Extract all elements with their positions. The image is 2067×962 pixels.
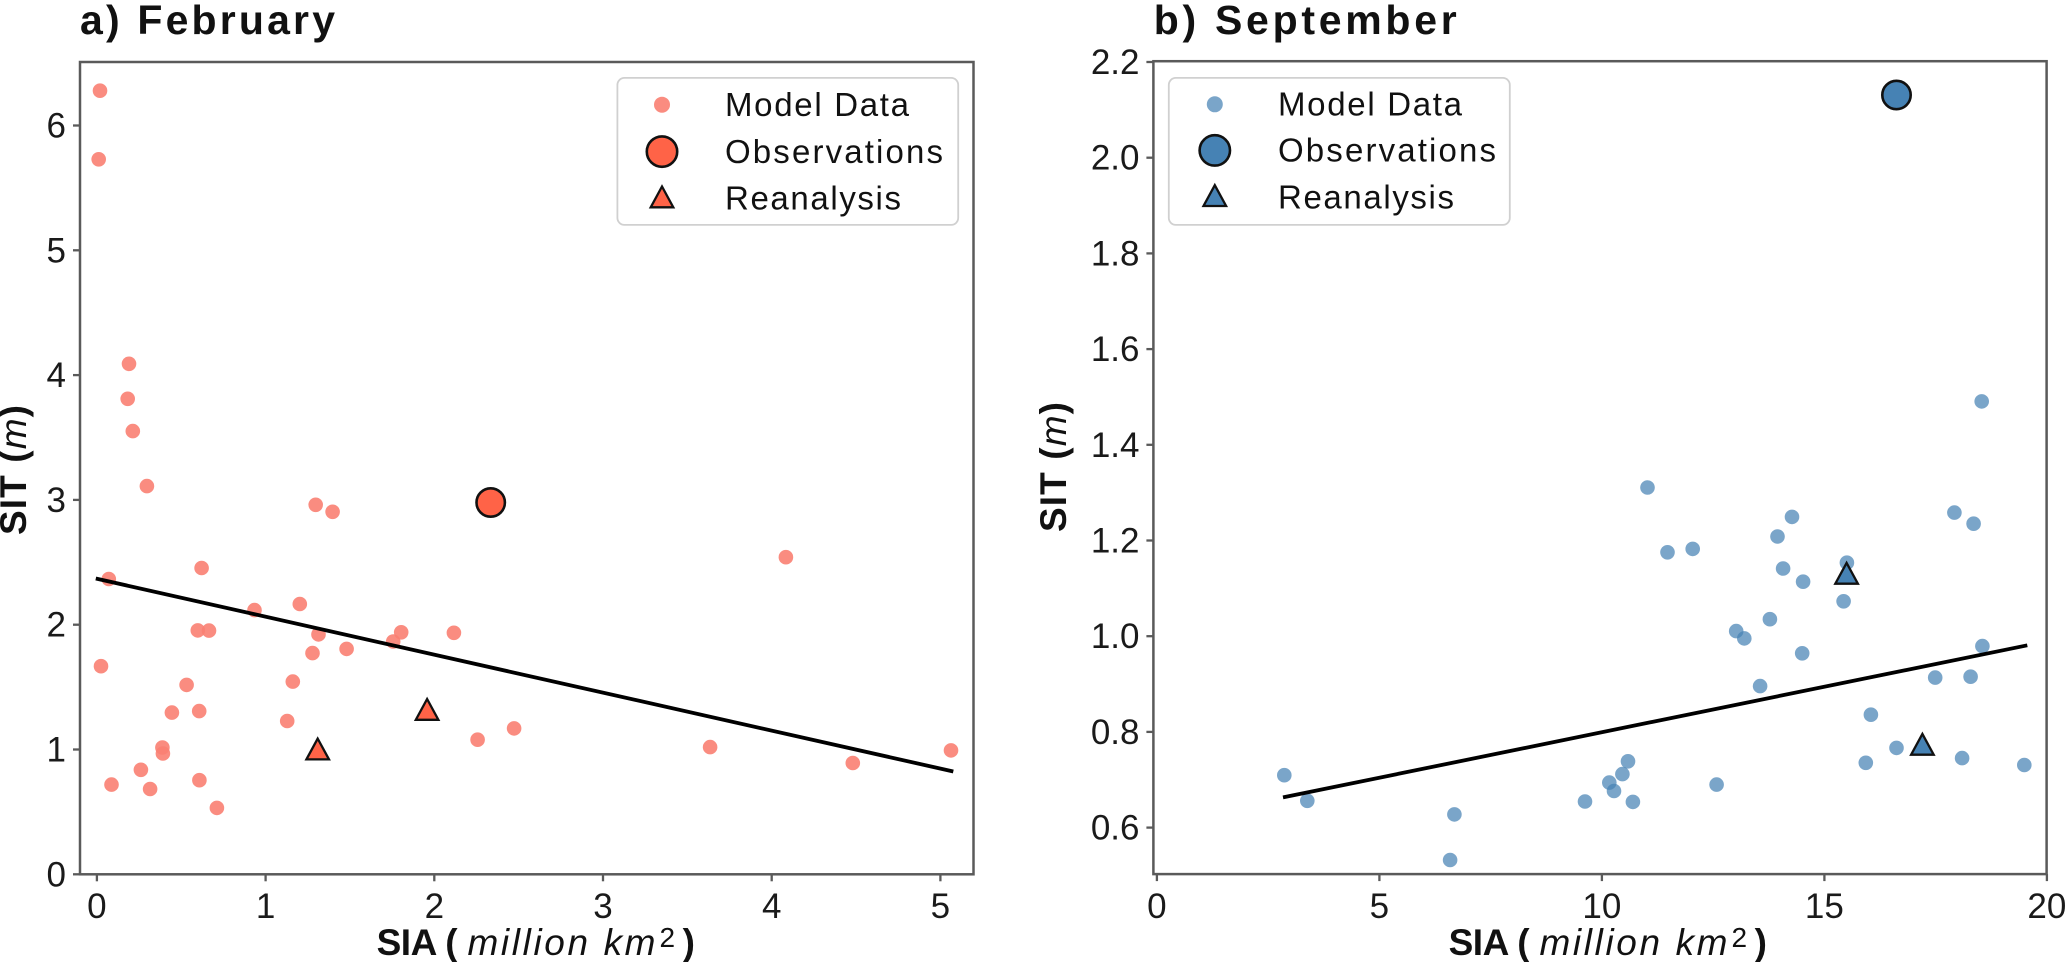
svg-text:1: 1	[47, 731, 66, 770]
svg-text:4: 4	[762, 887, 781, 926]
svg-text:a) February: a) February	[80, 0, 335, 43]
svg-text:Observations: Observations	[725, 133, 943, 170]
svg-text:2: 2	[1732, 922, 1748, 953]
svg-text:5: 5	[47, 231, 66, 270]
svg-text:1.6: 1.6	[1091, 330, 1140, 369]
svg-text:Model Data: Model Data	[725, 86, 910, 123]
svg-text:5: 5	[931, 887, 950, 926]
svg-text:4: 4	[47, 356, 66, 395]
svg-text:SIA (: SIA (	[377, 922, 459, 962]
svg-text:1.2: 1.2	[1091, 522, 1140, 561]
svg-text:2: 2	[660, 922, 676, 953]
svg-text:15: 15	[1805, 887, 1844, 926]
svg-text:SIA (: SIA (	[1449, 922, 1531, 962]
svg-text:2.2: 2.2	[1091, 43, 1140, 82]
svg-text:SIT (m): SIT (m)	[1033, 402, 1074, 532]
svg-text:0: 0	[1147, 887, 1166, 926]
svg-text:million km: million km	[1540, 922, 1728, 962]
svg-text:): )	[1755, 922, 1767, 962]
svg-text:1.0: 1.0	[1091, 617, 1140, 656]
svg-text:6: 6	[47, 107, 66, 146]
svg-text:SIT (m): SIT (m)	[0, 405, 34, 535]
svg-text:0: 0	[87, 887, 106, 926]
svg-text:million km: million km	[468, 922, 656, 962]
svg-text:5: 5	[1370, 887, 1389, 926]
svg-text:b) September: b) September	[1154, 0, 1457, 43]
svg-text:Observations: Observations	[1278, 132, 1496, 169]
svg-text:3: 3	[47, 481, 66, 520]
svg-text:Reanalysis: Reanalysis	[725, 180, 901, 217]
svg-text:2.0: 2.0	[1091, 139, 1140, 178]
svg-text:10: 10	[1582, 887, 1621, 926]
svg-text:20: 20	[2027, 887, 2066, 926]
svg-text:1.4: 1.4	[1091, 426, 1140, 465]
svg-text:Model Data: Model Data	[1278, 85, 1463, 122]
svg-text:1: 1	[256, 887, 275, 926]
svg-text:2: 2	[425, 887, 444, 926]
svg-text:1.8: 1.8	[1091, 234, 1140, 273]
svg-text:0.8: 0.8	[1091, 713, 1140, 752]
svg-text:3: 3	[593, 887, 612, 926]
svg-text:0.6: 0.6	[1091, 809, 1140, 848]
svg-text:): )	[683, 922, 695, 962]
svg-text:2: 2	[47, 606, 66, 645]
svg-text:Reanalysis: Reanalysis	[1278, 178, 1454, 215]
svg-text:0: 0	[47, 855, 66, 894]
